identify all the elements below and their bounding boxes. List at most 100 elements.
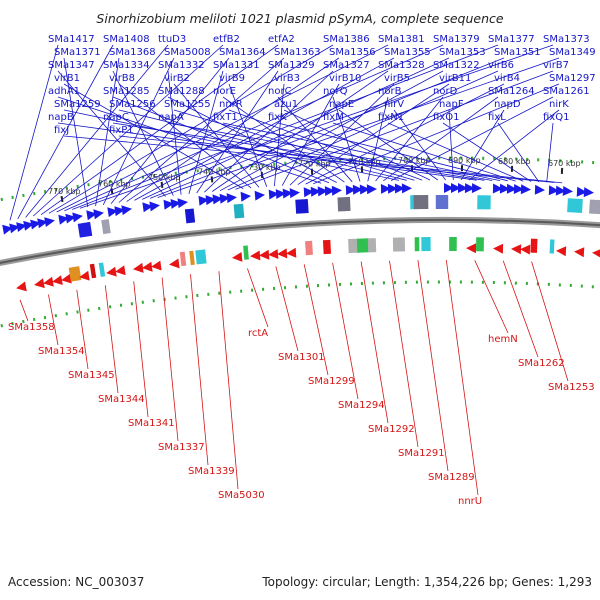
forward-gene-arrow bbox=[366, 184, 377, 195]
forward-gene-arrow bbox=[65, 213, 76, 224]
reverse-gene-label: SMa1354 bbox=[38, 346, 85, 357]
forward-gene-block bbox=[477, 195, 491, 210]
forward-gene-arrow bbox=[352, 184, 363, 195]
forward-gene-label: nirK bbox=[549, 99, 569, 110]
forward-gene-label: SMa1328 bbox=[378, 60, 425, 71]
forward-gene-arrow bbox=[331, 185, 342, 196]
reverse-gene-label: SMa1344 bbox=[98, 394, 145, 405]
forward-gene-block bbox=[184, 208, 196, 224]
forward-gene-label: fixN1 bbox=[378, 112, 404, 123]
forward-gene-label: SMa1386 bbox=[323, 34, 370, 45]
forward-leader-line bbox=[546, 122, 554, 183]
map-title: Sinorhizobium meliloti 1021 plasmid pSym… bbox=[96, 11, 503, 26]
forward-gene-block bbox=[413, 195, 429, 210]
forward-leader-line bbox=[393, 109, 446, 181]
forward-gene-label: SMa1373 bbox=[543, 34, 590, 45]
reverse-gene-label: SMa1292 bbox=[368, 424, 415, 435]
forward-leader-line bbox=[9, 44, 59, 221]
forward-gene-label: virB10 bbox=[329, 73, 361, 84]
forward-gene-arrow bbox=[324, 186, 335, 196]
scale-tick-label: 670 kbp bbox=[548, 159, 581, 168]
forward-gene-arrow bbox=[303, 187, 314, 198]
forward-gene-label: SMa1347 bbox=[48, 60, 95, 71]
reverse-leader-line bbox=[190, 274, 209, 466]
forward-gene-label: napD bbox=[494, 99, 521, 110]
reverse-gene-arrow bbox=[574, 247, 585, 258]
inner-dotted-ring bbox=[0, 280, 600, 328]
forward-leader-line bbox=[235, 70, 554, 190]
forward-gene-arrow bbox=[282, 188, 293, 199]
forward-gene-label: SMa1379 bbox=[433, 34, 480, 45]
reverse-gene-arrow bbox=[133, 262, 144, 273]
forward-gene-arrow bbox=[163, 199, 174, 210]
forward-gene-arrow bbox=[401, 183, 412, 194]
forward-gene-label: fixK bbox=[268, 112, 287, 123]
reverse-gene-arrow bbox=[286, 247, 297, 258]
forward-gene-label: norD bbox=[433, 86, 458, 97]
scale-tick bbox=[210, 176, 214, 183]
forward-gene-label: fixP1 bbox=[109, 125, 134, 136]
forward-gene-arrow bbox=[289, 188, 300, 199]
forward-leader-line bbox=[142, 57, 450, 200]
forward-gene-label: SMa1334 bbox=[103, 60, 150, 71]
forward-gene-arrow bbox=[345, 185, 356, 196]
forward-gene-arrow bbox=[444, 183, 454, 193]
forward-gene-label: SMa1381 bbox=[378, 34, 425, 45]
forward-gene-label: SMa1371 bbox=[54, 47, 101, 58]
forward-gene-arrow bbox=[142, 202, 153, 213]
forward-gene-arrow bbox=[177, 198, 188, 209]
reverse-gene-label: hemN bbox=[488, 334, 518, 345]
forward-gene-label: virB5 bbox=[384, 73, 410, 84]
forward-gene-label: SMa1408 bbox=[103, 34, 150, 45]
reverse-gene-label: nnrU bbox=[458, 496, 482, 507]
forward-gene-label: SMa1322 bbox=[433, 60, 480, 71]
forward-gene-arrow bbox=[86, 210, 97, 221]
scale-tick-label: 730 kbp bbox=[248, 163, 281, 172]
reverse-leader-line bbox=[218, 271, 239, 490]
forward-leader-line bbox=[25, 44, 169, 218]
forward-leader-line bbox=[227, 70, 499, 191]
forward-leader-line bbox=[228, 83, 268, 187]
forward-gene-block bbox=[77, 221, 93, 238]
forward-gene-label: SMa1259 bbox=[54, 99, 101, 110]
forward-gene-label: etfA2 bbox=[268, 34, 295, 45]
forward-gene-arrow bbox=[275, 189, 286, 199]
reverse-leader-line bbox=[332, 262, 359, 400]
scale-tick-label: 700 kbp bbox=[398, 156, 431, 165]
reverse-gene-block bbox=[179, 251, 187, 267]
forward-gene-label: virB8 bbox=[109, 73, 135, 84]
forward-gene-arrow bbox=[506, 183, 517, 194]
forward-leader-line bbox=[442, 122, 532, 182]
reverse-leader-line bbox=[19, 299, 29, 322]
scale-tick bbox=[560, 167, 564, 174]
forward-gene-label: SMa1288 bbox=[158, 86, 205, 97]
forward-gene-arrow bbox=[513, 184, 524, 194]
forward-gene-label: etfB2 bbox=[213, 34, 240, 45]
forward-gene-label: virB7 bbox=[543, 60, 569, 71]
forward-gene-block bbox=[101, 219, 111, 235]
forward-leader-line bbox=[118, 109, 407, 181]
forward-gene-arrow bbox=[212, 194, 223, 205]
reverse-gene-labels: SMa1358 SMa1354 SMa1345 SMa1344 SMa1341 SMa13… bbox=[8, 259, 595, 507]
backbone-core bbox=[0, 218, 600, 265]
forward-gene-arrow bbox=[380, 183, 391, 194]
reverse-gene-arrow bbox=[592, 249, 600, 258]
feature-tracks bbox=[2, 183, 600, 292]
forward-gene-arrow bbox=[492, 183, 503, 194]
reverse-gene-label: SMa1289 bbox=[428, 472, 475, 483]
forward-leader-line bbox=[118, 83, 252, 189]
forward-leader-line bbox=[134, 57, 395, 201]
forward-gene-label: SMa1261 bbox=[543, 86, 590, 97]
forward-gene-label: fixQ1 bbox=[543, 112, 569, 123]
reverse-gene-block bbox=[356, 238, 370, 253]
reverse-gene-arrow bbox=[52, 275, 63, 285]
reverse-gene-label: SMa1299 bbox=[308, 376, 355, 387]
reverse-gene-arrow bbox=[511, 244, 522, 255]
reverse-gene-block bbox=[322, 239, 332, 255]
forward-gene-label: SMa1332 bbox=[158, 60, 205, 71]
backbone-ring bbox=[0, 216, 600, 267]
reverse-gene-block bbox=[392, 237, 406, 252]
topology-label: Topology: circular; Length: 1,354,226 bp… bbox=[261, 575, 592, 589]
forward-gene-label: fixL bbox=[488, 112, 506, 123]
